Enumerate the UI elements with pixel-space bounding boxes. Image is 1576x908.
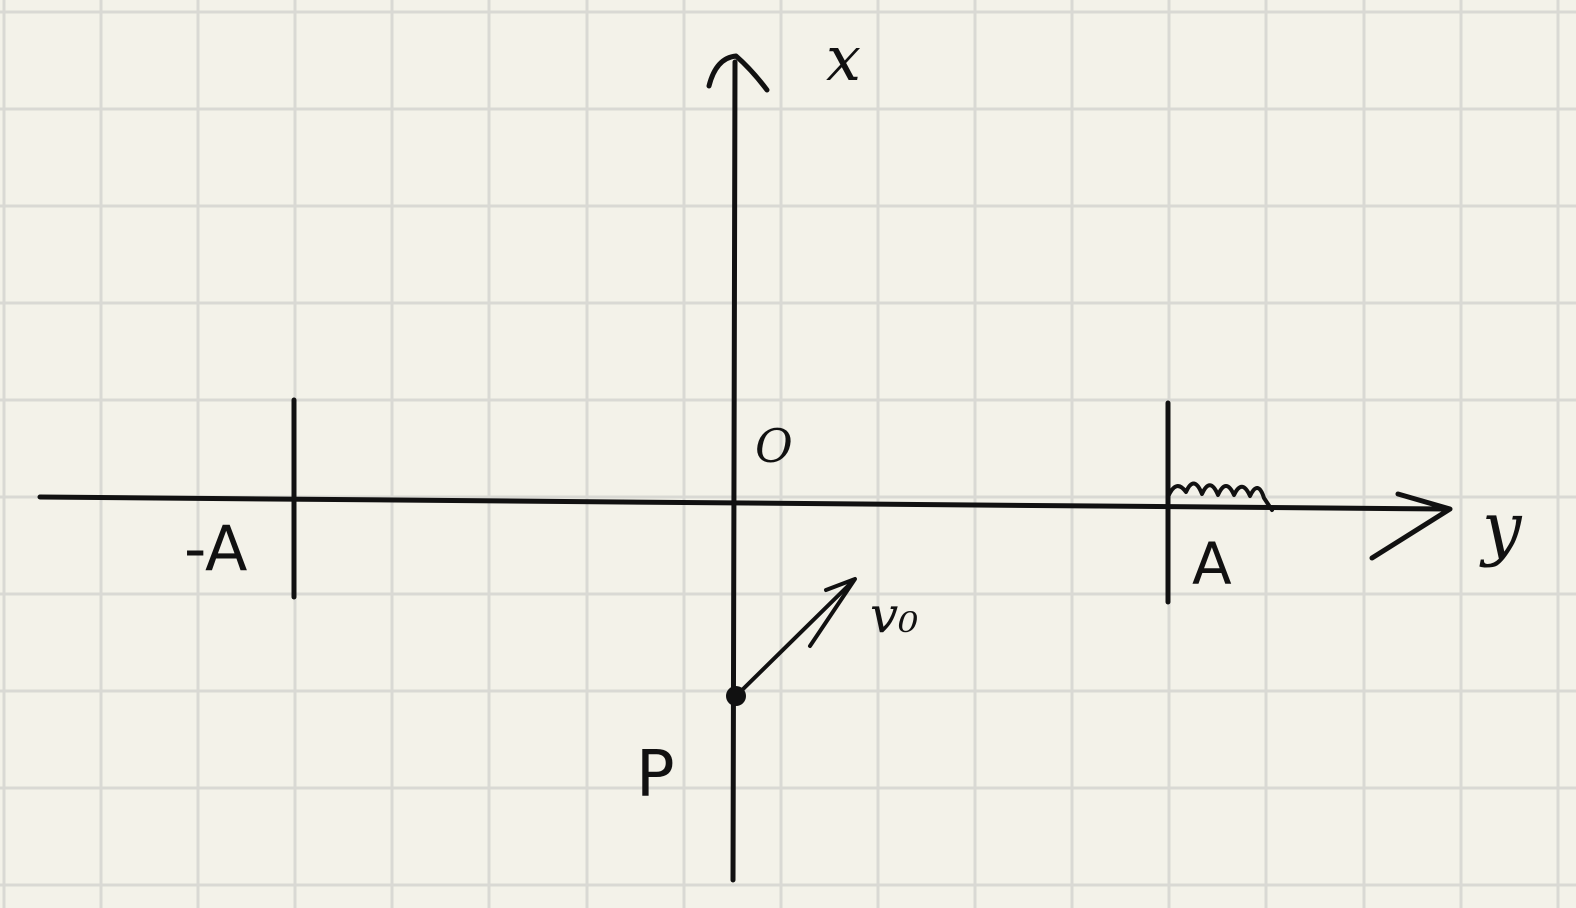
x-axis-arrowhead: [706, 53, 770, 93]
velocity-arrowhead: [808, 577, 857, 648]
point-p-label: P: [636, 738, 675, 812]
spring: [1166, 481, 1274, 512]
origin-label: O: [755, 419, 793, 473]
velocity-label: v₀: [870, 586, 918, 644]
pos-a-label: A: [1192, 530, 1232, 598]
y-axis-label: y: [1479, 487, 1523, 569]
x-axis-label: x: [826, 22, 861, 95]
x-axis-line: [730, 59, 738, 883]
point-p-dot: [726, 686, 746, 706]
y-axis-line: [37, 494, 1451, 512]
y-axis-arrowhead: [1369, 491, 1453, 561]
velocity-vector: [734, 579, 855, 698]
neg-a-label: -A: [184, 512, 247, 585]
